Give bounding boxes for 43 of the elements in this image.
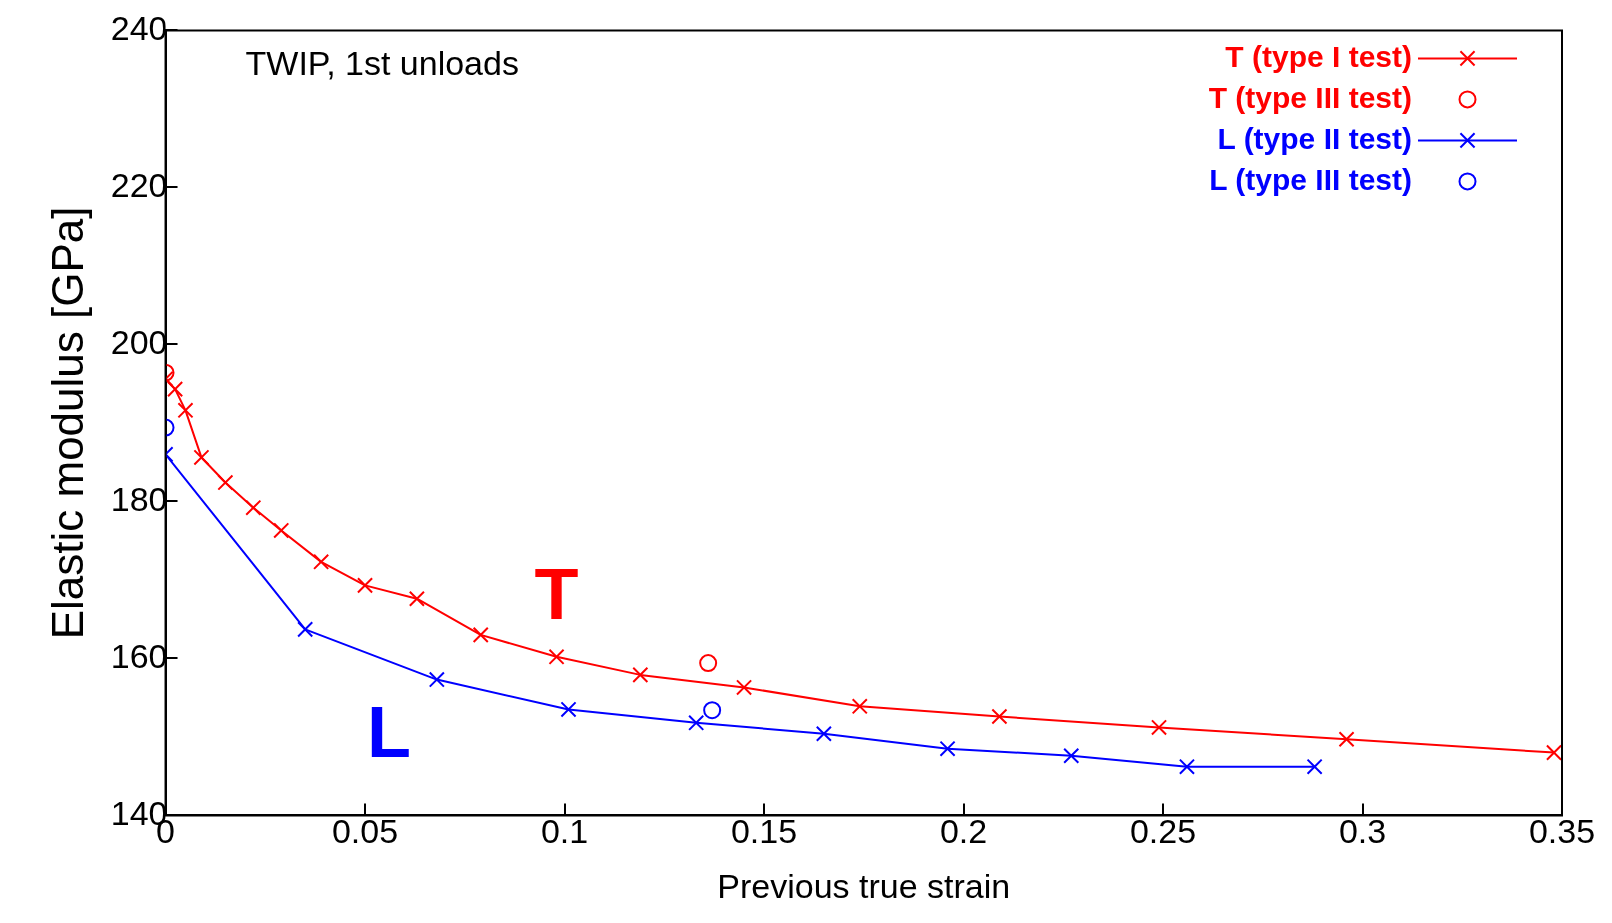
legend-label: T (type III test) (1208, 80, 1412, 114)
point (1306, 758, 1323, 775)
x-tick-label: 0.1 (540, 812, 589, 851)
point (472, 626, 489, 643)
point (1545, 744, 1562, 761)
point (548, 648, 565, 665)
point (297, 621, 314, 638)
point (177, 402, 194, 419)
point (1150, 719, 1168, 736)
point (1063, 747, 1080, 764)
point (193, 449, 210, 466)
legend-label: T (type I test) (1225, 39, 1412, 73)
point (1338, 731, 1355, 748)
point (356, 577, 374, 594)
point (167, 381, 184, 398)
y-axis-title: Elastic modulus [GPa] (42, 206, 92, 640)
point (815, 725, 832, 742)
point (939, 740, 956, 757)
point (1178, 758, 1196, 775)
point (408, 590, 425, 607)
point (428, 671, 445, 688)
point (217, 474, 234, 491)
point (245, 499, 262, 516)
x-tick-label: 0.25 (1129, 812, 1197, 851)
x-tick-label: 0.35 (1528, 812, 1596, 851)
legend-label: L (type III test) (1209, 162, 1412, 196)
annotation: T (534, 553, 579, 634)
point (736, 679, 753, 696)
annotation: L (366, 692, 411, 773)
x-tick-label: 0.2 (939, 812, 988, 851)
annotation: TWIP, 1st unloads (245, 43, 519, 82)
legend-label: L (type II test) (1217, 121, 1412, 155)
x-axis-title: Previous true strain (717, 866, 1011, 905)
point (632, 666, 649, 683)
x-tick-label: 0.05 (331, 812, 399, 851)
point (313, 553, 330, 570)
x-tick-label: 0.15 (730, 812, 798, 851)
point (991, 708, 1008, 725)
point (560, 701, 577, 718)
point (688, 714, 705, 731)
x-tick-label: 0.3 (1338, 812, 1387, 851)
point (851, 698, 868, 715)
point (273, 522, 290, 539)
